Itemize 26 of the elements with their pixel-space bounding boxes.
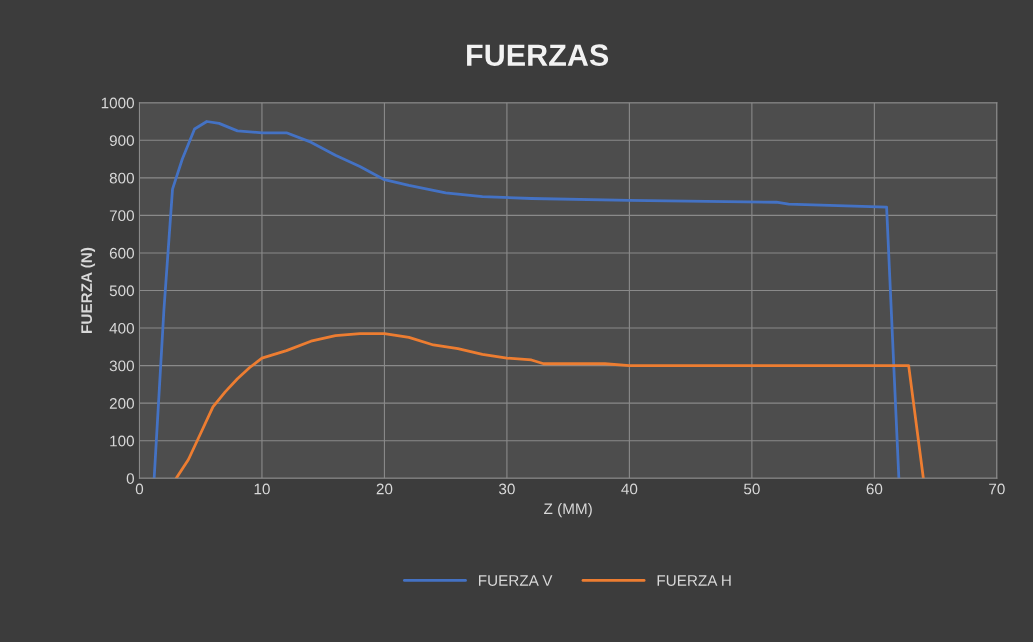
y-tick-label: 500 xyxy=(109,285,134,297)
y-tick-label: 0 xyxy=(126,473,134,484)
line-series xyxy=(152,120,901,479)
x-tick-label: 40 xyxy=(621,483,638,495)
x-tick-label: 0 xyxy=(135,483,144,495)
legend-label: FUERZA H xyxy=(657,575,731,586)
x-tick-label: 30 xyxy=(498,483,515,495)
chart-title: FUERZAS xyxy=(467,44,609,66)
y-tick-label: 800 xyxy=(109,172,134,184)
x-tick-label: 70 xyxy=(989,483,1005,495)
x-tick-label: 60 xyxy=(866,483,883,495)
y-tick-label: 200 xyxy=(109,398,134,409)
y-tick-label: 1000 xyxy=(101,97,134,109)
x-tick-label: 10 xyxy=(254,483,270,495)
y-tick-label: 300 xyxy=(109,360,134,372)
y-tick-label: 100 xyxy=(110,435,134,447)
y-tick-label: 400 xyxy=(109,322,134,334)
legend-label: FUERZA V xyxy=(479,575,553,586)
x-tick-label: 20 xyxy=(376,483,393,495)
y-tick-label: 900 xyxy=(109,135,134,146)
x-tick-label: 50 xyxy=(743,483,760,495)
line-series xyxy=(174,332,925,479)
x-axis-title: Z (MM) xyxy=(544,502,592,518)
y-tick-label: 700 xyxy=(109,210,134,222)
y-axis-title: FUERZA (N) xyxy=(80,247,96,333)
y-tick-label: 600 xyxy=(109,247,134,259)
